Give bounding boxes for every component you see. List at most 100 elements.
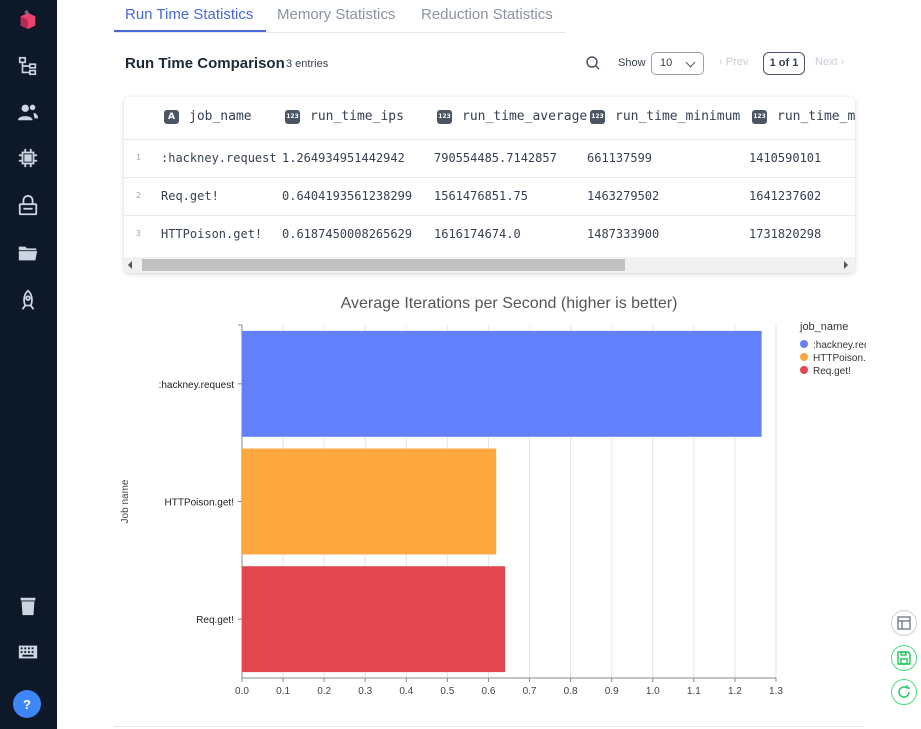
x-tick-label: 0.3 (358, 686, 372, 697)
cell-run-time-average[interactable]: 790554485.7142857 (434, 151, 557, 165)
keyboard-icon[interactable] (16, 640, 40, 664)
cell-job-name[interactable]: HTTPoison.get! (161, 227, 263, 241)
cell-run-time-ips[interactable]: 1.264934951442942 (282, 151, 405, 165)
page-size-value: 10 (660, 57, 673, 69)
app-tree-icon[interactable] (16, 54, 40, 78)
legend-swatch (800, 353, 808, 361)
cell-run-time-minimum[interactable]: 661137599 (587, 151, 653, 165)
number-type-icon: 123 (437, 109, 452, 124)
legend-swatch (800, 340, 808, 348)
x-tick-label: 1.3 (769, 686, 783, 697)
refresh-icon (898, 685, 910, 698)
bar (242, 330, 762, 437)
next-page-button[interactable]: Next › (815, 56, 845, 68)
layout-toggle-button[interactable] (891, 610, 917, 636)
lock-icon[interactable] (16, 194, 40, 218)
column-label: run_time_ips (310, 109, 404, 124)
cell-run-time-ips[interactable]: 0.6187450008265629 (282, 227, 413, 241)
row-number: 1 (136, 153, 141, 162)
table-row[interactable]: 2 Req.get! 0.6404193561238299 1561476851… (124, 177, 855, 215)
column-header-run-time-minimum[interactable]: 123 run_time_minimum (590, 109, 740, 124)
column-header-run-time-ips[interactable]: 123 run_time_ips (285, 109, 404, 124)
x-tick-label: 1.0 (646, 686, 660, 697)
legend-swatch (800, 366, 808, 374)
table-row[interactable]: 3 HTTPoison.get! 0.6187450008265629 1616… (124, 215, 855, 253)
tab-reduction-statistics[interactable]: Reduction Statistics (421, 6, 553, 23)
layout-icon (897, 616, 911, 630)
cell-run-time-minimum[interactable]: 1487333900 (587, 227, 660, 241)
x-tick-label: 0.2 (317, 686, 331, 697)
table-row[interactable]: 1 :hackney.request 1.264934951442942 790… (124, 139, 855, 177)
cell-run-time-ips[interactable]: 0.6404193561238299 (282, 189, 413, 203)
column-label: run_time_minimum (615, 109, 741, 124)
bar (242, 566, 506, 673)
rocket-icon[interactable] (16, 288, 40, 312)
help-icon[interactable]: ? (13, 690, 41, 718)
save-button[interactable] (891, 645, 917, 671)
chevron-down-icon (685, 57, 696, 68)
legend-title: job_name (799, 321, 848, 333)
sidebar: ? (0, 0, 57, 729)
users-icon[interactable] (16, 100, 40, 124)
folder-icon[interactable] (16, 241, 40, 265)
page-indicator: 1 of 1 (763, 52, 805, 75)
search-icon[interactable] (585, 55, 601, 71)
number-type-icon: 123 (285, 109, 300, 124)
refresh-button[interactable] (891, 679, 917, 705)
cell-job-name[interactable]: :hackney.request (161, 151, 276, 165)
cell-run-time-maximum[interactable]: 1731820298 (749, 227, 822, 241)
prev-page-button[interactable]: ‹ Prev (719, 56, 749, 68)
legend-entry: Req.get! (813, 366, 851, 377)
page-size-select[interactable]: 10 (651, 52, 704, 75)
column-label: job_name (189, 109, 252, 124)
column-label: run_time_average (462, 109, 588, 124)
x-tick-label: 1.1 (687, 686, 701, 697)
logo-icon[interactable] (16, 8, 40, 32)
section-header: Run Time Comparison (125, 55, 285, 73)
column-header-run-time-maximum[interactable]: 123 run_time_maximum (752, 109, 855, 124)
save-icon (897, 651, 911, 665)
column-header-run-time-average[interactable]: 123 run_time_average (437, 109, 587, 124)
scroll-right-icon[interactable] (844, 261, 848, 269)
tab-memory-statistics[interactable]: Memory Statistics (277, 6, 396, 23)
x-tick-label: 0.0 (235, 686, 249, 697)
x-tick-label: 0.5 (440, 686, 454, 697)
column-label: run_time_maximum (777, 109, 855, 124)
chart-svg: Average Iterations per Second (higher is… (120, 295, 889, 717)
cell-run-time-average[interactable]: 1616174674.0 (434, 227, 521, 241)
legend-entry: :hackney.request (813, 340, 889, 351)
text-type-icon: A (164, 109, 179, 124)
x-tick-label: 1.2 (728, 686, 742, 697)
number-type-icon: 123 (590, 109, 605, 124)
horizontal-scrollbar[interactable] (124, 257, 855, 273)
y-tick-label: HTTPoison.get! (165, 498, 234, 509)
x-tick-label: 0.9 (605, 686, 619, 697)
table-header: A job_name 123 run_time_ips 123 run_time… (124, 97, 855, 139)
cell-run-time-maximum[interactable]: 1410590101 (749, 151, 822, 165)
cell-job-name[interactable]: Req.get! (161, 189, 219, 203)
cell-run-time-average[interactable]: 1561476851.75 (434, 189, 528, 203)
column-header-job-name[interactable]: A job_name (164, 109, 252, 124)
x-tick-label: 0.7 (523, 686, 537, 697)
x-tick-label: 0.4 (399, 686, 413, 697)
entries-count: 3 entries (286, 58, 329, 70)
tab-run-time-statistics[interactable]: Run Time Statistics (125, 6, 254, 23)
chip-icon[interactable] (16, 146, 40, 170)
row-number: 3 (136, 229, 141, 238)
trash-icon[interactable] (16, 594, 40, 618)
iterations-chart: Average Iterations per Second (higher is… (114, 288, 894, 717)
scrollbar-thumb[interactable] (142, 259, 625, 271)
chart-title: Average Iterations per Second (higher is… (341, 295, 678, 312)
x-tick-label: 0.8 (564, 686, 578, 697)
y-axis-label: Job name (120, 479, 131, 523)
section-title: Run Time Comparison (125, 55, 285, 72)
legend-entry: HTTPoison.get! (813, 353, 882, 364)
cell-run-time-minimum[interactable]: 1463279502 (587, 189, 660, 203)
number-type-icon: 123 (752, 109, 767, 124)
active-tab-indicator (114, 30, 266, 32)
cell-run-time-maximum[interactable]: 1641237602 (749, 189, 822, 203)
scroll-left-icon[interactable] (128, 261, 132, 269)
bar (242, 448, 497, 555)
tab-bar: Run Time Statistics Memory Statistics Re… (114, 0, 566, 33)
divider (114, 726, 864, 727)
